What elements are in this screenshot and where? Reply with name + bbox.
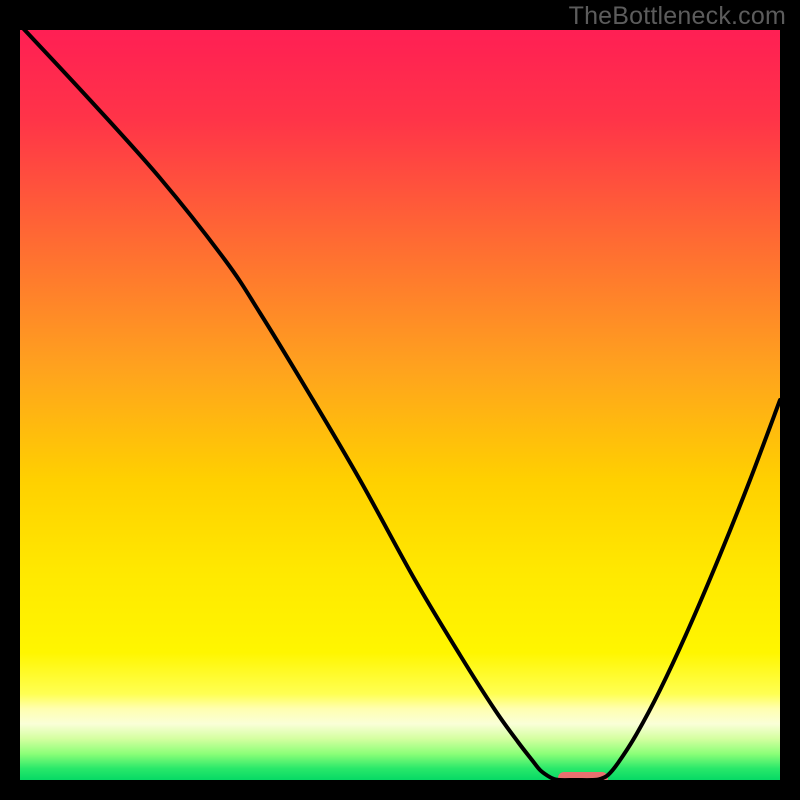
bottleneck-curve <box>20 30 780 780</box>
watermark-text: TheBottleneck.com <box>569 2 786 31</box>
chart-plot-area <box>20 30 780 780</box>
